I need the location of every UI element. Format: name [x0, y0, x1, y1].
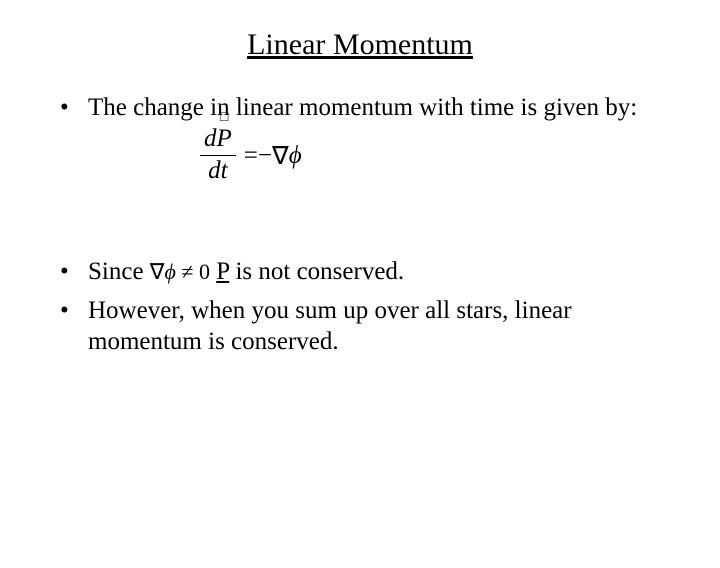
text-not-conserved: is not conserved. — [229, 258, 404, 285]
numerator: d□P — [200, 125, 236, 154]
slide-title: Linear Momentum — [0, 28, 720, 62]
bullet-text: However, when you sum up over all stars,… — [88, 295, 680, 358]
bullet-item: • However, when you sum up over all star… — [60, 295, 680, 358]
inline-equation: ∇ϕ ≠ 0 — [150, 259, 210, 284]
phi-symbol: ϕ — [289, 142, 302, 170]
text-since: Since — [88, 258, 150, 285]
equals-sign: = — [244, 142, 258, 170]
fraction-bar — [200, 155, 236, 156]
vector-P: □P — [217, 125, 232, 154]
vector-arrow-icon: □ — [220, 109, 228, 123]
nabla-symbol: ∇ — [272, 141, 289, 171]
bullet-text: Since ∇ϕ ≠ 0 P is not conserved. — [88, 256, 680, 287]
bullet-text: The change in linear momentum with time … — [88, 92, 680, 123]
P-underlined: P — [216, 258, 229, 285]
bullet-item: • Since ∇ϕ ≠ 0 P is not conserved. — [60, 256, 680, 287]
slide: Linear Momentum • The change in linear m… — [0, 28, 720, 568]
nabla-symbol: ∇ — [150, 259, 165, 284]
fraction: d□P dt — [200, 125, 236, 186]
phi-symbol: ϕ — [165, 259, 176, 284]
spacer — [60, 216, 680, 256]
minus-sign: − — [258, 142, 272, 170]
bullet-dot: • — [60, 256, 88, 287]
denominator: dt — [204, 157, 231, 186]
neq-zero: ≠ 0 — [176, 259, 210, 284]
momentum-equation: d□P dt = − ∇ ϕ — [200, 125, 680, 186]
d-symbol: d — [204, 125, 217, 152]
bullet-list: • The change in linear momentum with tim… — [0, 92, 720, 358]
bullet-dot: • — [60, 92, 88, 123]
bullet-item: • The change in linear momentum with tim… — [60, 92, 680, 123]
equation-block: d□P dt = − ∇ ϕ — [200, 125, 680, 186]
bullet-dot: • — [60, 295, 88, 358]
P-symbol: P — [217, 125, 232, 152]
